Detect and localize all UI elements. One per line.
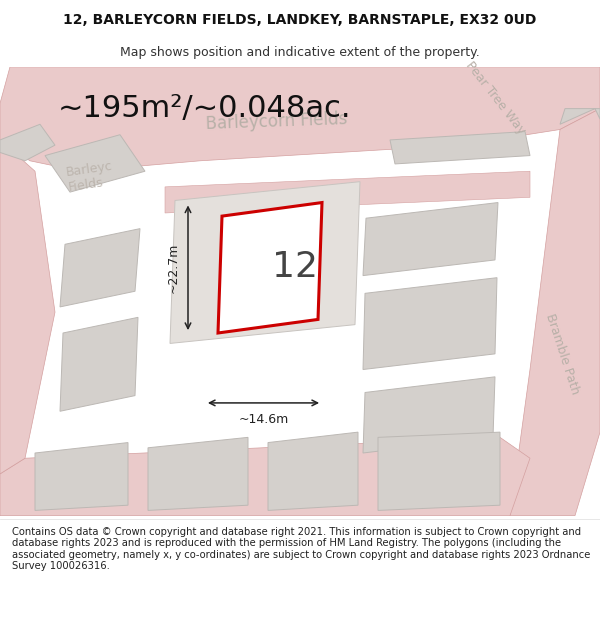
Polygon shape xyxy=(45,135,145,192)
Polygon shape xyxy=(0,140,55,474)
Text: Bramble Path: Bramble Path xyxy=(543,312,581,396)
Text: Map shows position and indicative extent of the property.: Map shows position and indicative extent… xyxy=(120,46,480,59)
Text: Barleycorn Fields: Barleycorn Fields xyxy=(205,109,347,132)
Polygon shape xyxy=(60,318,138,411)
Polygon shape xyxy=(35,442,128,511)
Polygon shape xyxy=(0,67,600,171)
Polygon shape xyxy=(60,229,140,307)
Polygon shape xyxy=(510,109,600,516)
Polygon shape xyxy=(560,109,600,124)
Text: Contains OS data © Crown copyright and database right 2021. This information is : Contains OS data © Crown copyright and d… xyxy=(12,526,590,571)
Polygon shape xyxy=(363,377,495,453)
Polygon shape xyxy=(378,432,500,511)
Polygon shape xyxy=(148,438,248,511)
Polygon shape xyxy=(0,438,530,516)
Text: ~14.6m: ~14.6m xyxy=(238,413,289,426)
Text: ~22.7m: ~22.7m xyxy=(167,242,180,293)
Polygon shape xyxy=(165,171,530,213)
Text: Barleyc
Fields: Barleyc Fields xyxy=(65,159,116,194)
Text: ~195m²/~0.048ac.: ~195m²/~0.048ac. xyxy=(58,94,352,123)
Polygon shape xyxy=(218,202,322,333)
Text: 12, BARLEYCORN FIELDS, LANDKEY, BARNSTAPLE, EX32 0UD: 12, BARLEYCORN FIELDS, LANDKEY, BARNSTAP… xyxy=(64,13,536,27)
Polygon shape xyxy=(363,278,497,369)
Text: Pear Tree Way: Pear Tree Way xyxy=(463,59,527,137)
Polygon shape xyxy=(390,132,530,164)
Polygon shape xyxy=(0,124,55,161)
Text: 12: 12 xyxy=(272,250,318,284)
Polygon shape xyxy=(268,432,358,511)
Polygon shape xyxy=(363,202,498,276)
Polygon shape xyxy=(170,182,360,343)
